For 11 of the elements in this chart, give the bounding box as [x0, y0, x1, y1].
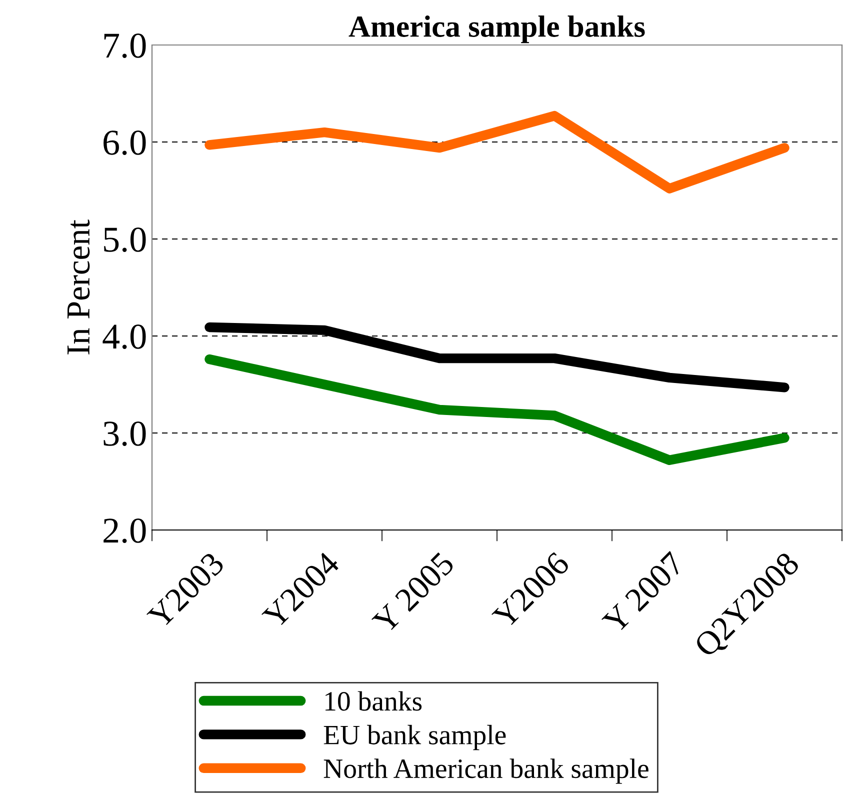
y-tick-label: 3.0	[104, 422, 146, 446]
legend-label: EU bank sample	[324, 724, 506, 750]
y-tick-label: 5.0	[104, 228, 146, 252]
legend-label: North American bank sample	[324, 758, 648, 784]
y-tick-label: 6.0	[104, 130, 146, 156]
y-tick-label: 7.0	[104, 34, 146, 58]
y-axis-title: In Percent	[68, 220, 90, 354]
legend-label: 10 banks	[326, 691, 422, 711]
y-tick-label: 2.0	[104, 518, 146, 544]
chart-title: America sample banks	[348, 15, 645, 44]
y-tick-label: 4.0	[102, 324, 146, 350]
